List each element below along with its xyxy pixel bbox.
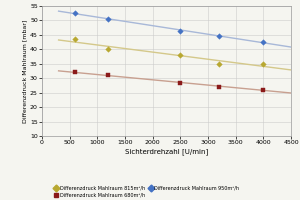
Point xyxy=(217,62,221,65)
Y-axis label: Differenzdruck Mahlraum [mbar]: Differenzdruck Mahlraum [mbar] xyxy=(22,19,27,123)
Point xyxy=(106,74,111,77)
Point xyxy=(106,17,111,21)
Point xyxy=(217,85,221,88)
X-axis label: Sichterdrehzahl [U/min]: Sichterdrehzahl [U/min] xyxy=(125,148,208,155)
Point xyxy=(73,38,78,41)
Point xyxy=(261,41,266,44)
Point xyxy=(261,62,266,65)
Legend: Differenzdruck Mahlraum 815m³/h, Differenzdruck Mahlraum 680m³/h, Differenzdruck: Differenzdruck Mahlraum 815m³/h, Differe… xyxy=(54,185,239,198)
Point xyxy=(73,12,78,15)
Point xyxy=(261,88,266,91)
Point xyxy=(73,71,78,74)
Point xyxy=(106,48,111,51)
Point xyxy=(178,54,183,57)
Point xyxy=(178,29,183,32)
Point xyxy=(217,35,221,38)
Point xyxy=(178,81,183,84)
